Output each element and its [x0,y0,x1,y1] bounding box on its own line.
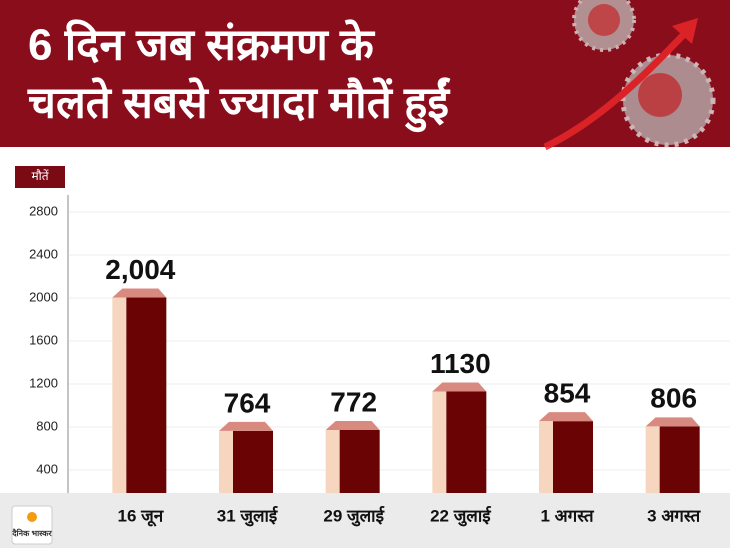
value-label: 854 [544,378,591,409]
y-label-box [15,166,65,188]
value-label: 772 [330,386,377,417]
x-tick-label: 1 अगस्त [540,506,594,525]
value-label: 806 [650,383,697,414]
title-line: 6 दिन जब संक्रमण के [28,19,376,70]
x-tick-label: 31 जुलाई [217,505,279,526]
y-axis-label: मौतें [31,169,49,183]
logo-box [11,505,53,545]
bar-top [219,421,273,431]
y-tick-label: 2000 [29,289,58,304]
y-tick-label: 1200 [29,375,58,390]
x-tick-label: 3 अगस्त [647,506,701,525]
logo: दैनिक भास्कर [11,528,52,538]
bar-top [539,412,593,422]
bar-top [112,288,167,298]
decoration [543,0,716,151]
y-tick-label: 2400 [29,246,58,261]
logo-icon [27,512,37,522]
bar-side [219,430,233,493]
bar-top [645,417,700,427]
bar [126,297,167,493]
bar [339,429,380,493]
x-tick-label: 22 जुलाई [430,505,492,526]
title-line: चलते सबसे ज्यादा मौतें हुईं [27,77,451,133]
bar [659,426,700,493]
value-label: 764 [224,387,271,418]
value-label: 1130 [430,348,491,379]
y-tick-label: 400 [36,461,58,476]
bar [233,430,273,493]
y-tick-label: 1600 [29,332,58,347]
x-band [0,493,730,548]
bar-top [325,420,380,430]
bar [446,391,487,493]
x-tick-label: 29 जुलाई [323,505,385,526]
bar-side [645,426,660,493]
bar-top [432,382,487,392]
bar-side [432,391,447,493]
bar-side [325,429,340,493]
bar-side [539,421,553,493]
bar-side [112,297,127,493]
value-label: 2,004 [105,254,175,285]
x-tick-label: 16 जून [117,506,163,527]
y-tick-label: 2800 [29,203,58,218]
y-tick-label: 800 [36,418,58,433]
bar [553,421,593,493]
